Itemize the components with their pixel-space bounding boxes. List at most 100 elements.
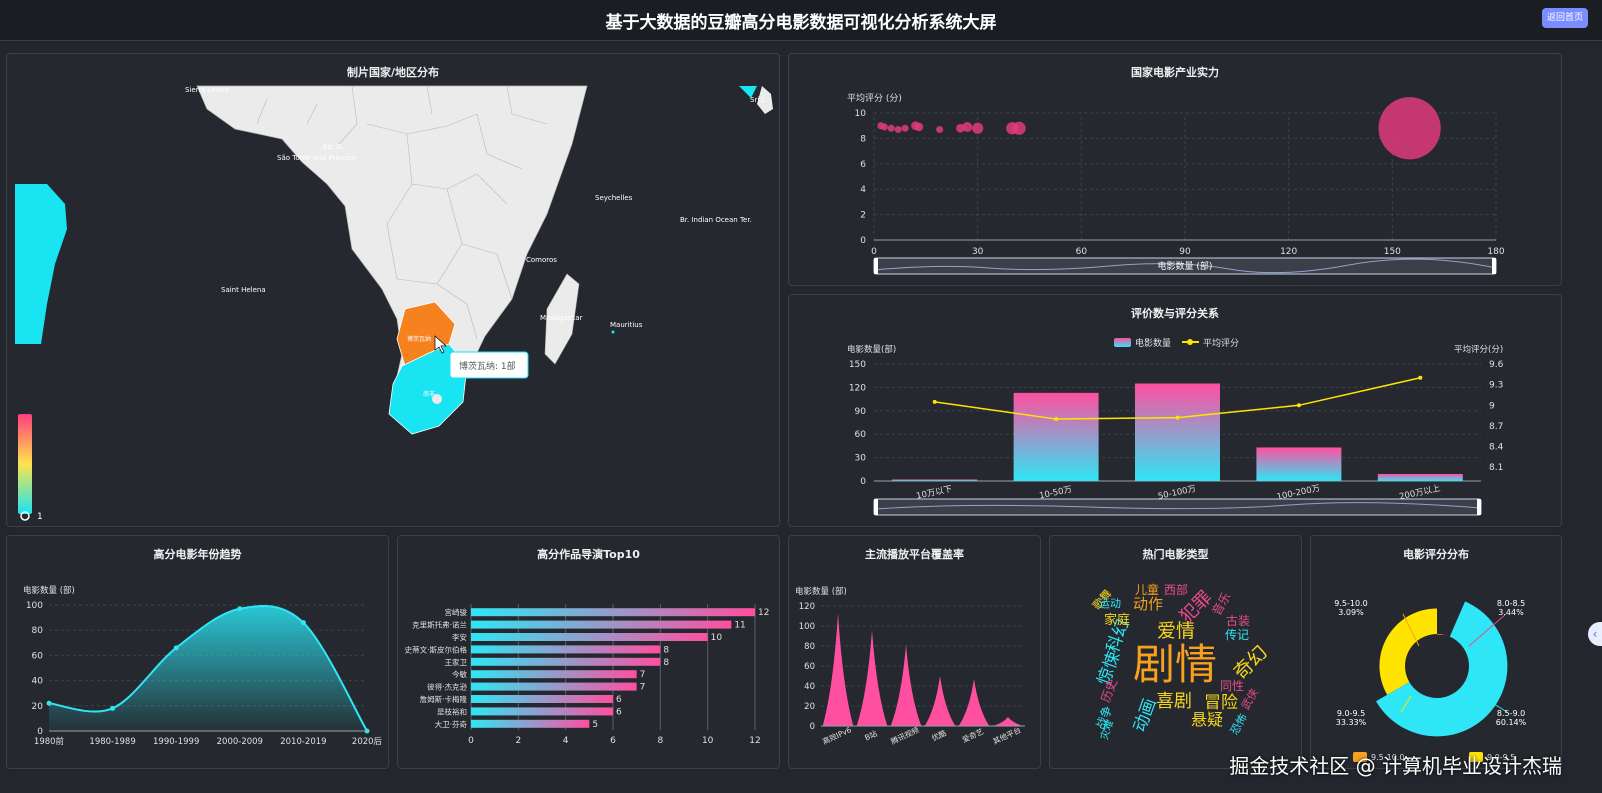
y-tick-label: 40 (32, 677, 44, 687)
scatter-point (887, 124, 895, 132)
y-left-tick-label: 120 (849, 383, 866, 393)
back-home-button[interactable]: 返回首页 (1542, 8, 1588, 28)
genre-word: 动画 (1130, 696, 1160, 735)
trend-point (173, 645, 179, 651)
x-tick-label: 8 (657, 736, 663, 746)
x-tick-label: 12 (749, 736, 760, 746)
y-axis-label: 平均评分 (分) (847, 92, 902, 104)
y-axis-label: 电影数量 (部) (795, 586, 847, 597)
scatter-point (880, 123, 888, 131)
genres-panel: 热门电影类型 剧情 爱情 喜剧 冒险 奇幻 动作 犯罪 科幻 惊悚 悬疑 动画 家庭 儿童 西部 音乐 古装传… (1049, 535, 1302, 769)
y-left-tick-label: 30 (855, 454, 867, 464)
year-trend-chart[interactable]: 0 20 40 60 80 100 电影数量 (部) 1980前 1980-1989 1990-1… (7, 536, 389, 769)
rating-dist-title: 电影评分分布 (1403, 548, 1469, 561)
x-tick-label: 6 (610, 736, 616, 746)
director-bar (471, 719, 590, 728)
scatter-point (962, 121, 973, 132)
lesotho (432, 394, 442, 404)
trend-point (46, 700, 52, 706)
director-bar (471, 682, 637, 691)
map-label: 博茨瓦纳 (407, 335, 431, 343)
y-tick-label: 8 (860, 134, 866, 144)
india-tip[interactable] (739, 86, 757, 98)
director-bar (471, 695, 613, 703)
rating-dist-chart[interactable]: 9.5-10.03.09%8.0-8.53.44%9.0-9.533.33%8.… (1311, 536, 1562, 769)
pie-label: 9.0-9.5 (1337, 709, 1365, 718)
scatter-point (894, 125, 902, 134)
y-left-tick-label: 0 (860, 477, 866, 487)
trend-point (110, 705, 116, 711)
visualmap-handle[interactable] (20, 511, 30, 521)
zoom-preview (873, 258, 1497, 274)
rating-dist-panel: 电影评分分布 9.5-10.0 3.09% 8.0-8.5 3.44% 9.0-9.5 3… (1310, 535, 1562, 769)
side-toggle-button[interactable]: ‹ (1588, 622, 1602, 646)
south-africa[interactable] (388, 343, 468, 435)
platform-bar (822, 613, 854, 726)
x-tick-label: B站 (863, 728, 879, 743)
industry-chart[interactable]: 0 2 4 6 8 10 0 30 60 90 120 150 180 平均评分 (分) 电影数量 (部) (789, 54, 1562, 286)
director-name: 是枝裕和 (437, 706, 467, 716)
platform-bar (924, 676, 956, 726)
x-tick-label: 1980前 (34, 736, 65, 747)
y-tick-label: 40 (804, 682, 815, 692)
director-bar (471, 620, 732, 629)
pie-slice (1379, 608, 1437, 695)
director-name: 彼得·杰克逊 (427, 682, 467, 692)
visualmap-bar[interactable] (18, 414, 32, 514)
map-svg[interactable]: Sierra Leone Eq. G. São Tomé and Príncip… (7, 54, 780, 527)
pie-percent: 33.33% (1336, 718, 1367, 727)
y-tick-label: 4 (860, 185, 866, 195)
director-bar (471, 608, 755, 617)
map-tooltip-text: 博茨瓦纳: 1部 (459, 360, 516, 372)
madagascar[interactable] (544, 273, 580, 365)
x-tick-label: 180 (1487, 247, 1504, 257)
map-label: Madagascar (540, 314, 583, 322)
industry-title: 国家电影产业实力 (1131, 66, 1219, 79)
legend-bar-swatch (1114, 338, 1131, 347)
directors-chart[interactable]: 0 2 4 6 8 10 12 12 宫崎骏 11 克里斯托弗·诺兰 10 李安 8 史蒂文·斯皮尔伯格 8 王… (398, 536, 780, 769)
y-right-tick-label: 8.4 (1489, 443, 1504, 453)
map-label: 南非 (423, 390, 435, 398)
x-tick-label: 高效IPv6 (821, 724, 853, 746)
zoom-handle-right (1477, 499, 1481, 515)
x-tick-label: 2010-2019 (280, 737, 326, 747)
year-trend-panel: 高分电影年份趋势 0 20 40 60 80 100 电影数量 (部) 1980前 1980-1… (6, 535, 389, 769)
platform-bar (856, 630, 888, 726)
bar (1135, 383, 1220, 481)
legend-label: 9.5-10.0 (1371, 753, 1404, 762)
x-tick-label: 150 (1384, 247, 1401, 257)
brazil-coast[interactable] (15, 184, 67, 344)
watermark: 掘金技术社区 @ 计算机毕业设计杰瑞 (1229, 754, 1562, 778)
bar-value-label: 8 (663, 645, 669, 655)
pie-label: 8.0-8.5 (1497, 599, 1525, 608)
directors-panel: 高分作品导演Top10 0 2 4 6 8 10 12 12 宫崎骏 11 克里斯托弗·诺兰 10 李安… (397, 535, 780, 769)
x-tick-label: 120 (1280, 247, 1297, 257)
genre-word: 动作 (1133, 595, 1163, 613)
trend-area (49, 605, 367, 731)
pie-slice (1443, 634, 1450, 637)
bar (1377, 473, 1463, 481)
map-label: Sierra Leone (185, 86, 229, 94)
platforms-chart[interactable]: 0 20 40 60 80 100 120 电影数量 (部) 高效IPv6 B站 腾讯视频 优酷 爱奇艺… (789, 536, 1041, 769)
rating-count-chart[interactable]: 0 30 60 90 120 150 8.1 8.4 8.7 9 9.3 9.6 电影数量(部) 平均评分… (789, 295, 1562, 527)
sri-lanka[interactable] (757, 86, 773, 114)
page-title: 基于大数据的豆瓣高分电影数据可视化分析系统大屏 (605, 13, 997, 33)
page-header: 基于大数据的豆瓣高分电影数据可视化分析系统大屏 返回首页 (0, 0, 1602, 41)
bar-value-label: 5 (592, 720, 598, 730)
map-label: Br. Indian Ocean Ter. (680, 216, 752, 224)
pie-slice (1376, 601, 1508, 737)
pie-percent: 3.09% (1338, 608, 1364, 617)
mauritius-dot (611, 330, 615, 334)
legend-line-dot (1187, 339, 1193, 345)
trend-point (237, 606, 243, 612)
y-tick-label: 60 (32, 651, 44, 661)
director-bar (471, 657, 661, 666)
platform-bar (890, 645, 922, 726)
director-bar (471, 645, 661, 654)
industry-panel: 国家电影产业实力 0 2 4 6 8 10 0 30 60 90 120 150 180 平均评分 (分)… (788, 53, 1562, 286)
zoom-slider (873, 498, 1482, 516)
director-name: 史蒂文·斯皮尔伯格 (405, 644, 468, 654)
legend-label: 9.0-9.5 (1487, 753, 1515, 762)
x-axis-label: 电影数量 (部) (1158, 260, 1213, 272)
